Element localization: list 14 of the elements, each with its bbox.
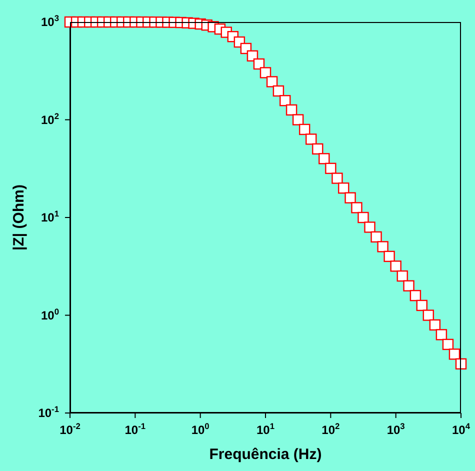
y-tick-label: 10$^{-1}$	[38, 404, 60, 420]
y-tick-label: 10$^{2}$	[40, 110, 60, 127]
y-tick-label: 10$^{1}$	[40, 208, 60, 224]
y-tick-label: 10$^{0}$	[40, 306, 60, 322]
x-tick-label: 10$^{1}$	[256, 421, 275, 437]
x-axis-title: Frequência (Hz)	[209, 446, 322, 463]
y-axis-title: |Z| (Ohm)	[10, 184, 28, 250]
x-tick-label: 10$^{4}$	[452, 421, 470, 437]
y-tick-label: 10$^{3}$	[40, 13, 60, 29]
x-tick-label: 10$^{-2}$	[60, 421, 81, 437]
x-tick-label: 10$^{3}$	[386, 421, 406, 437]
x-tick-label: 10$^{-1}$	[124, 421, 146, 437]
x-tick-label: 10$^{2}$	[322, 421, 340, 437]
x-tick-label: 10$^{0}$	[191, 421, 210, 437]
